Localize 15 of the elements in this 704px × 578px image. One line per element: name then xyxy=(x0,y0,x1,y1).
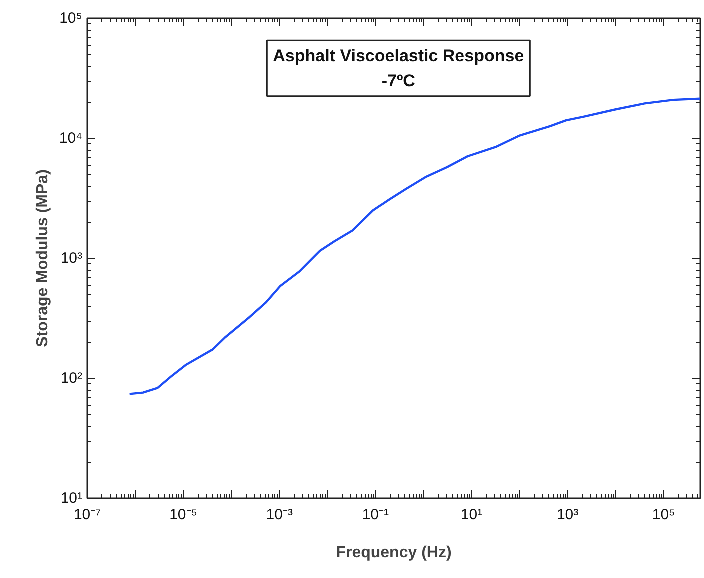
x-tick-label: 10¹ xyxy=(460,506,483,524)
x-tick-label: 10⁻¹ xyxy=(362,506,390,524)
y-tick-label: 10² xyxy=(60,370,83,387)
x-tick-label: 10⁻⁵ xyxy=(170,506,198,524)
x-tick-label: 10³ xyxy=(556,506,579,524)
text: Asphalt Viscoelastic Response -7ºC xyxy=(273,46,524,90)
y-tick-label: 10⁵ xyxy=(60,10,83,27)
y-tick-label: 10⁴ xyxy=(59,130,83,147)
x-tick-label: 10⁻³ xyxy=(266,506,293,524)
y-tick-label: 10³ xyxy=(60,250,83,267)
x-tick-label: 10⁵ xyxy=(652,506,676,524)
y-tick-label: 10¹ xyxy=(60,490,83,507)
x-axis-title: Frequency (Hz) xyxy=(336,544,452,562)
x-tick-label: 10⁻⁷ xyxy=(74,506,102,524)
y-axis-title: Storage Modulus (MPa) xyxy=(34,170,52,348)
